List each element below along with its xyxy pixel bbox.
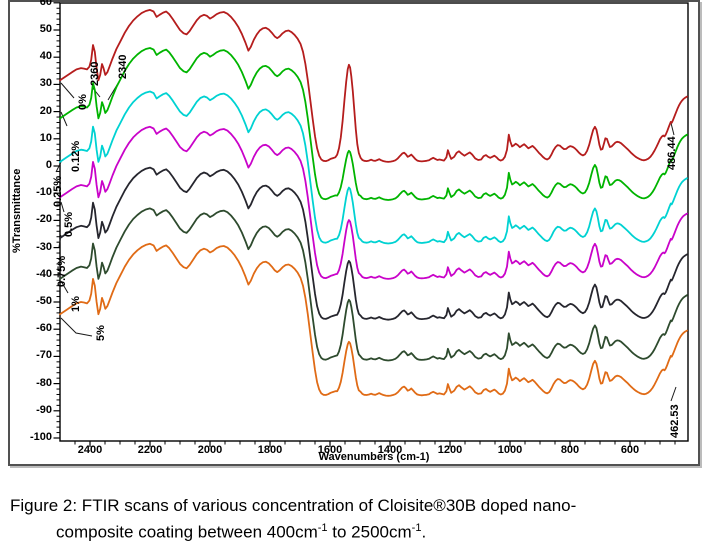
y-tick-label-0: 0 bbox=[45, 159, 52, 171]
y-tick-label-10: 10 bbox=[39, 131, 52, 144]
x-tick-label-1800: 1800 bbox=[257, 444, 283, 456]
x-axis-title: Wavenumbers (cm-1) bbox=[318, 451, 430, 463]
series-label-0.12%: 0.12% bbox=[70, 140, 82, 172]
annotation-leader-2360 bbox=[91, 86, 101, 98]
ftir-plot bbox=[53, 2, 689, 447]
series-leader-0.5% bbox=[60, 201, 65, 213]
y-tick-label--70: -70 bbox=[36, 349, 52, 362]
series-curve-0.5% bbox=[59, 125, 688, 280]
series-label-0.5%: 0.5% bbox=[63, 211, 75, 237]
y-tick-label--10: -10 bbox=[36, 186, 52, 199]
series-leader-1% bbox=[60, 280, 69, 294]
series-curve-0.25% bbox=[59, 90, 688, 245]
series-leader-0.12% bbox=[60, 111, 68, 127]
caption-line2: composite coating between 400cm-1 to 250… bbox=[10, 517, 700, 544]
caption-line2-prefix: composite coating between 400cm bbox=[56, 522, 318, 542]
y-tick-label--50: -50 bbox=[36, 295, 52, 307]
annotation-label-486.44: 486.44 bbox=[666, 136, 678, 170]
y-tick-label-30: 30 bbox=[39, 77, 52, 90]
x-tick-label-1200: 1200 bbox=[437, 444, 463, 456]
series-curve-0.75% bbox=[59, 166, 688, 321]
annotation-label-2340: 2340 bbox=[117, 54, 129, 79]
series-label-1%: 1% bbox=[70, 296, 82, 312]
y-tick-label-50: 50 bbox=[39, 23, 52, 35]
annotation-label-462.53: 462.53 bbox=[669, 404, 681, 438]
caption-line2-suffix: . bbox=[421, 522, 427, 542]
y-tick-label-60: 60 bbox=[39, 0, 52, 8]
caption-superscript-1: -1 bbox=[317, 522, 328, 534]
series-curve-1% bbox=[59, 207, 688, 362]
x-tick-label-2200: 2200 bbox=[137, 444, 163, 456]
series-curve-5% bbox=[59, 242, 688, 397]
series-label-0.75%: 0.75% bbox=[56, 255, 68, 287]
plot-labels: %Transmittance Wavenumbers (cm-1) 60 50 40… bbox=[11, 0, 681, 463]
x-tick-label-1000: 1000 bbox=[497, 444, 523, 456]
x-tick-label-600: 600 bbox=[620, 444, 640, 456]
y-tick-label--60: -60 bbox=[36, 322, 52, 335]
y-tick-label-20: 20 bbox=[39, 104, 52, 117]
series-curve-0.12% bbox=[59, 47, 688, 201]
series-curve-0% bbox=[59, 9, 688, 163]
x-tick-label-2000: 2000 bbox=[197, 444, 223, 456]
series-label-0.25%: 0.25% bbox=[52, 175, 64, 207]
y-tick-label--40: -40 bbox=[36, 267, 52, 280]
y-tick-label-40: 40 bbox=[39, 50, 52, 63]
x-tick-label-2400: 2400 bbox=[77, 444, 103, 456]
y-tick-label--30: -30 bbox=[36, 240, 52, 253]
caption-line2-mid: to 2500cm bbox=[327, 522, 412, 542]
series-leader-0% bbox=[60, 82, 75, 99]
caption-superscript-2: -1 bbox=[411, 522, 422, 534]
y-tick-label--20: -20 bbox=[36, 213, 52, 226]
caption-line1: Figure 2: FTIR scans of various concentr… bbox=[10, 494, 700, 517]
series-label-5%: 5% bbox=[95, 325, 107, 341]
y-tick-label--80: -80 bbox=[36, 376, 52, 389]
figure-caption: Figure 2: FTIR scans of various concentr… bbox=[10, 494, 700, 544]
y-tick-label--90: -90 bbox=[36, 403, 52, 416]
plot-border bbox=[59, 2, 689, 442]
series-label-0%: 0% bbox=[77, 94, 89, 110]
y-tick-label--100: -100 bbox=[29, 431, 52, 443]
annotation-label-2360: 2360 bbox=[89, 61, 101, 86]
annotation-leader-486.44 bbox=[670, 122, 675, 136]
annotation-leader-462.53 bbox=[670, 386, 677, 402]
series-leader-0.25% bbox=[55, 161, 62, 173]
x-tick-label-1400: 1400 bbox=[377, 444, 403, 456]
series-leader-5% bbox=[60, 317, 93, 337]
x-tick-label-800: 800 bbox=[560, 444, 580, 456]
x-tick-label-1600: 1600 bbox=[317, 444, 343, 456]
caption-line1-text: Figure 2: FTIR scans of various concentr… bbox=[10, 496, 577, 515]
